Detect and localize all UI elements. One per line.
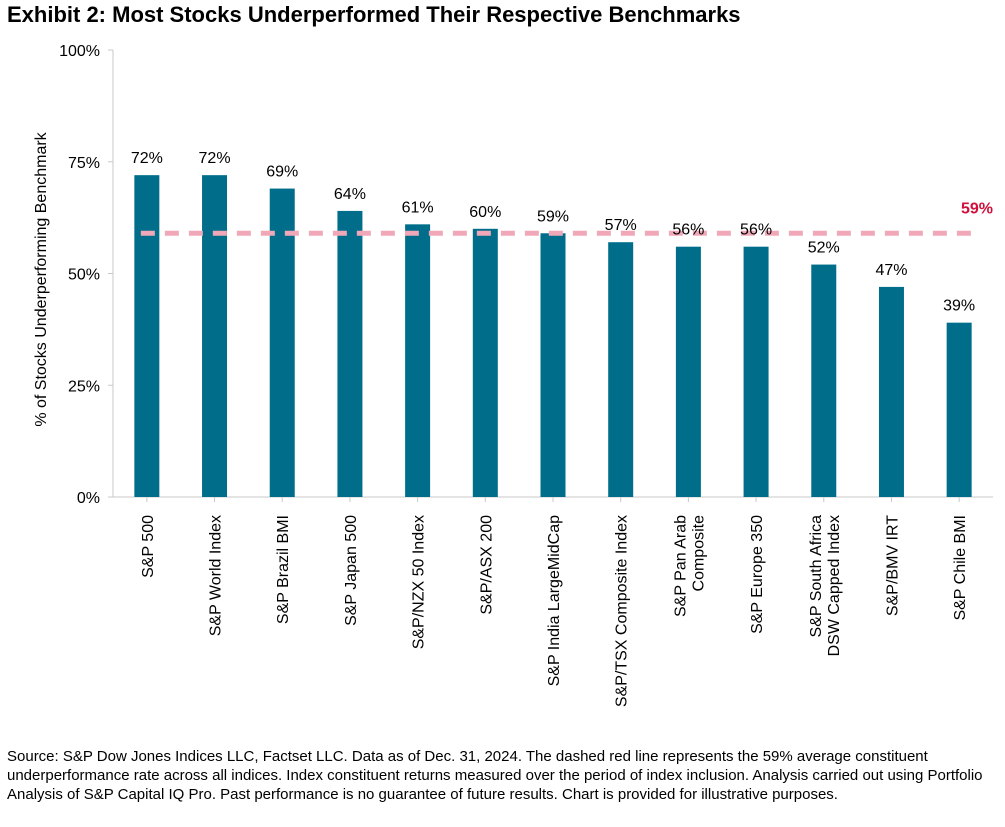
x-tick-label: S&P Brazil BMI [275,515,292,624]
x-tick-label: Composite [690,515,707,592]
x-tick-label: S&P/NZX 50 Index [411,515,428,649]
data-label: 72% [131,150,163,167]
y-tick-label: 25% [68,378,100,395]
bar [675,246,701,497]
reference-line-label: 59% [961,200,993,217]
data-label: 47% [875,262,907,279]
bar [878,286,904,497]
y-axis-label: % of Stocks Underperforming Benchmark [33,131,50,426]
data-label: 60% [469,204,501,221]
y-tick-label: 100% [59,43,100,60]
bar [743,246,769,497]
y-tick-label: 75% [68,155,100,172]
x-tick-label: S&P Europe 350 [749,515,766,634]
data-label: 61% [402,199,434,216]
bar [202,175,228,497]
data-label: 72% [199,150,231,167]
x-tick-label: S&P/ASX 200 [478,515,495,615]
x-tick-label: S&P Chile BMI [952,515,969,621]
x-tick-label: S&P Japan 500 [343,515,360,626]
data-label: 64% [334,186,366,203]
x-tick-label: S&P/TSX Composite Index [614,515,631,707]
bar [946,322,972,497]
bar [337,210,363,498]
data-label: 57% [605,217,637,234]
bar [134,175,160,497]
data-label: 56% [740,222,772,239]
bar [540,233,566,497]
bar [608,242,634,497]
y-tick-label: 50% [68,267,100,284]
labels: 72% S&P 500 72% S&P World Index 69% S&P Brazi… [131,150,975,707]
data-label: 59% [537,208,569,225]
x-tick-label: S&P 500 [140,515,157,578]
data-label: 39% [943,298,975,315]
bar [811,264,837,497]
axes: 0% 25% 50% 75% 100% % of Stocks Underperformi… [33,43,993,507]
y-tick-label: 0% [77,490,100,507]
x-tick-label: S&P South Africa [808,515,825,638]
source-footnote: Source: S&P Dow Jones Indices LLC, Facts… [7,748,983,803]
x-tick-label: S&P World Index [208,515,225,636]
reference-line-group: 59% [140,200,993,236]
x-tick-label: DSW Capped Index [826,515,843,656]
data-label: 56% [672,222,704,239]
bars [134,175,972,498]
x-tick-label: S&P Pan Arab [672,515,689,617]
chart-title: Exhibit 2: Most Stocks Underperformed Th… [7,2,741,27]
bar [269,188,295,497]
x-tick-label: S&P India LargeMidCap [546,515,563,686]
x-tick-label: S&P/BMV IRT [884,515,901,616]
bar-chart: 0% 25% 50% 75% 100% % of Stocks Underperformi… [33,43,993,707]
bar [405,224,431,497]
bar [472,228,498,498]
data-label: 69% [266,164,298,181]
data-label: 52% [808,240,840,257]
